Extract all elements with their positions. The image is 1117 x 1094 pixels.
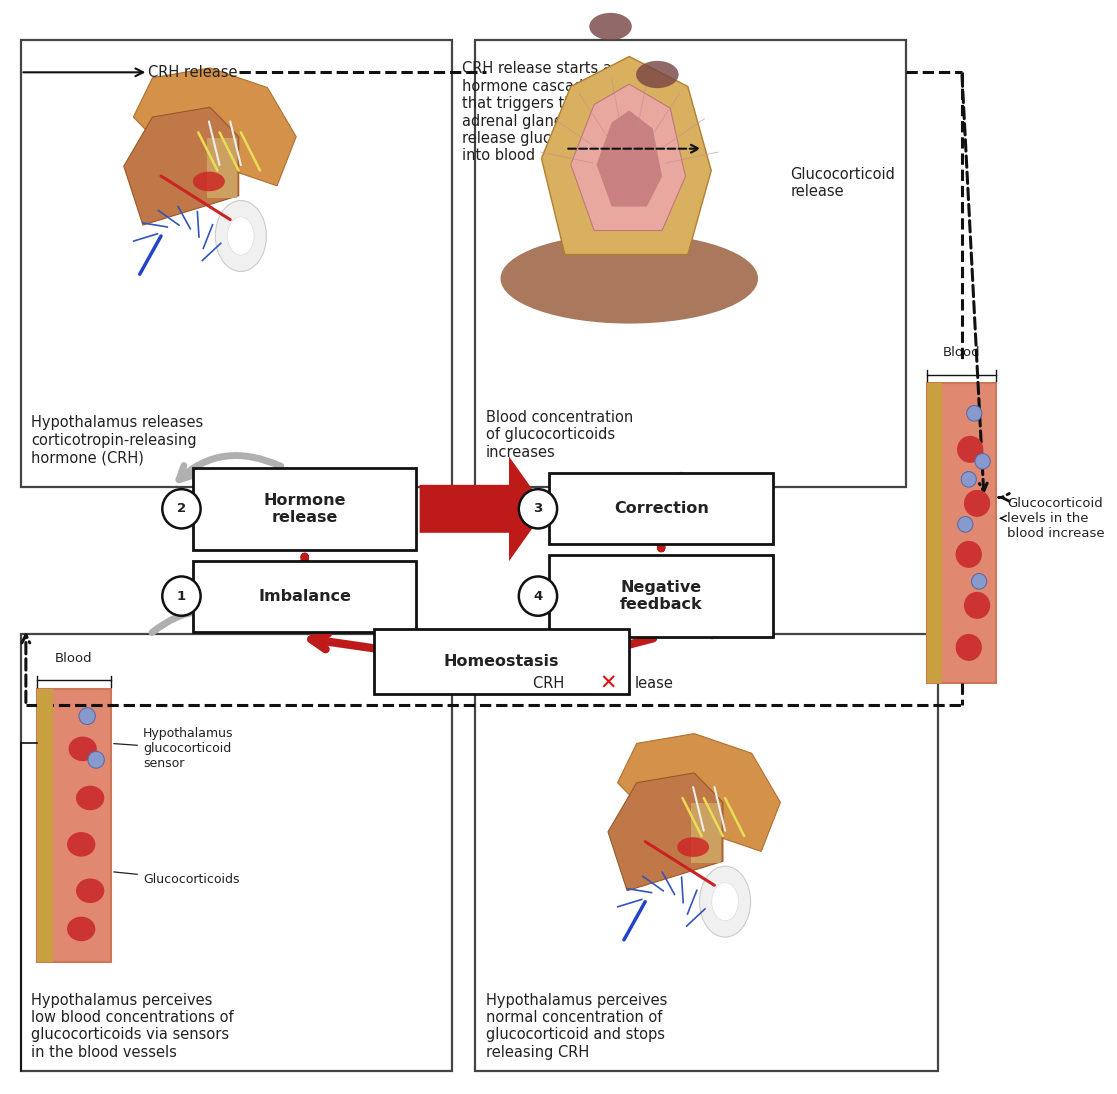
Text: Glucocorticoid
release: Glucocorticoid release [791,166,896,199]
Circle shape [518,577,557,616]
Circle shape [79,708,95,724]
Text: Hypothalamus perceives
normal concentration of
glucocorticoid and stops
releasin: Hypothalamus perceives normal concentrat… [486,992,667,1060]
Text: 1: 1 [176,590,187,603]
Circle shape [162,489,201,528]
Bar [37,689,111,962]
Text: 3: 3 [533,502,543,515]
Bar [927,383,943,684]
Text: lease: lease [634,676,674,691]
Ellipse shape [957,435,983,463]
Circle shape [966,406,982,421]
Ellipse shape [228,217,255,255]
Bar [927,383,996,684]
Text: 2: 2 [176,502,187,515]
Polygon shape [420,456,546,561]
Text: Hormone
release: Hormone release [264,492,346,525]
Ellipse shape [636,61,679,89]
Polygon shape [571,84,686,231]
Circle shape [961,472,976,487]
Text: Imbalance: Imbalance [258,589,351,604]
Bar [374,629,629,695]
Ellipse shape [67,917,95,941]
Text: ✕: ✕ [599,674,617,694]
Polygon shape [608,772,723,891]
Ellipse shape [216,200,266,271]
Text: Hypothalamus releases
corticotropin-releasing
hormone (CRH): Hypothalamus releases corticotropin-rele… [31,416,203,465]
Bar [193,468,417,549]
Ellipse shape [68,736,97,761]
Text: Correction: Correction [613,501,708,516]
Ellipse shape [712,883,738,921]
Bar [207,138,237,198]
Bar [550,555,773,637]
Ellipse shape [699,866,751,938]
Ellipse shape [964,592,990,619]
Circle shape [162,577,201,616]
Text: CRH release starts a
hormone cascade
that triggers the
adrenal glands to
release: CRH release starts a hormone cascade tha… [462,61,623,163]
Bar [550,474,773,545]
Ellipse shape [67,833,95,857]
Text: Glucocorticoids: Glucocorticoids [114,872,239,886]
Text: CRH: CRH [534,676,570,691]
Polygon shape [124,107,239,225]
Ellipse shape [76,878,104,903]
Bar [20,635,451,1071]
Bar [37,689,52,962]
Ellipse shape [500,233,758,324]
Bar [20,39,451,487]
Text: Homeostasis: Homeostasis [443,654,560,670]
Circle shape [518,489,557,528]
Text: Hypothalamus perceives
low blood concentrations of
glucocorticoids via sensors
i: Hypothalamus perceives low blood concent… [31,992,233,1060]
Bar [475,635,938,1071]
Circle shape [972,573,986,590]
Bar [475,39,906,487]
Ellipse shape [590,13,632,40]
Circle shape [88,752,104,768]
Text: Blood: Blood [55,652,93,665]
Circle shape [957,516,973,532]
Polygon shape [542,57,712,255]
Text: Glucocorticoid
levels in the
blood increase: Glucocorticoid levels in the blood incre… [1001,497,1105,539]
Ellipse shape [76,785,104,811]
Ellipse shape [956,633,982,661]
Text: Negative
feedback: Negative feedback [620,580,703,613]
Text: Blood: Blood [943,347,981,359]
Text: CRH release: CRH release [149,65,238,80]
Text: Hypothalamus
glucocorticoid
sensor: Hypothalamus glucocorticoid sensor [114,728,233,770]
Bar [193,560,417,631]
Ellipse shape [956,540,982,568]
Ellipse shape [964,490,990,516]
Polygon shape [133,68,296,186]
Ellipse shape [677,837,709,857]
Ellipse shape [193,172,225,191]
Bar [691,803,720,863]
Polygon shape [618,734,781,851]
Text: 4: 4 [533,590,543,603]
Polygon shape [596,110,662,207]
Text: Blood concentration
of glucocorticoids
increases: Blood concentration of glucocorticoids i… [486,410,633,459]
Circle shape [975,454,990,469]
